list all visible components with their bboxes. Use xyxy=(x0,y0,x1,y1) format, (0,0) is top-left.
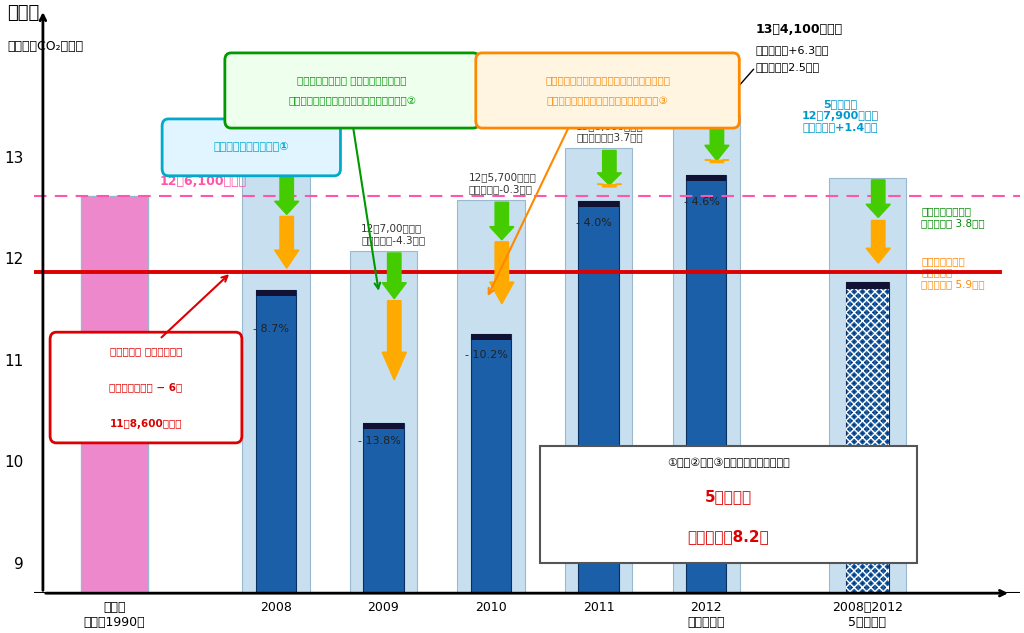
Bar xyxy=(350,596,417,606)
Bar xyxy=(243,175,309,633)
FancyArrow shape xyxy=(274,216,299,268)
Text: （基準年比+6.3％）: （基準年比+6.3％） xyxy=(756,45,828,55)
Bar xyxy=(565,596,632,606)
Text: ①から②及び③を差し引いた排出量の: ①から②及び③を差し引いた排出量の xyxy=(668,458,790,468)
Bar xyxy=(458,200,524,633)
Text: 基準年比－8.2％: 基準年比－8.2％ xyxy=(688,529,769,544)
Bar xyxy=(565,148,632,633)
Bar xyxy=(364,423,403,429)
FancyArrow shape xyxy=(382,253,407,299)
Bar xyxy=(364,423,403,633)
FancyBboxPatch shape xyxy=(50,332,242,443)
Text: 森林吸収量の目標 が達成された場合に: 森林吸収量の目標 が達成された場合に xyxy=(297,75,407,85)
Text: 森林吸収源の目標
（基準年比 3.8％）: 森林吸収源の目標 （基準年比 3.8％） xyxy=(922,206,985,229)
FancyArrow shape xyxy=(597,184,622,187)
Text: 12全5,700万トン
（基準年比-0.3％）: 12全5,700万トン （基準年比-0.3％） xyxy=(469,172,537,194)
Text: 京都議定書 第一約束期間: 京都議定書 第一約束期間 xyxy=(110,346,182,356)
FancyArrow shape xyxy=(705,117,729,161)
Bar xyxy=(579,201,618,633)
Text: （億トンCO₂換算）: （億トンCO₂換算） xyxy=(7,40,83,53)
Bar xyxy=(471,334,511,341)
Text: 12全8,200万トン
（基準年比＋1.6％）: 12全8,200万トン （基準年比＋1.6％） xyxy=(254,147,322,168)
Bar xyxy=(673,596,739,606)
Bar xyxy=(829,178,905,633)
Text: - 4.6%: - 4.6% xyxy=(684,197,720,207)
Bar xyxy=(846,282,889,633)
Text: 11円8,600万トン: 11円8,600万トン xyxy=(110,418,182,429)
Text: 実際の総排出量から差し引ける量・・・③: 実際の総排出量から差し引ける量・・・③ xyxy=(547,97,669,107)
Text: 実際の総排出量・・・①: 実際の総排出量・・・① xyxy=(213,142,289,153)
Text: - 13.8%: - 13.8% xyxy=(357,436,400,446)
Text: 京都メカニズム
クレジット
（基準年比 5.9％）: 京都メカニズム クレジット （基準年比 5.9％） xyxy=(922,256,985,289)
Text: 排出量: 排出量 xyxy=(7,4,39,22)
Text: 5カ年平均: 5カ年平均 xyxy=(705,489,752,505)
FancyBboxPatch shape xyxy=(162,119,340,176)
FancyArrow shape xyxy=(866,220,890,263)
Text: 13全8,000万トン
（基準年比＋3.7％）: 13全8,000万トン （基準年比＋3.7％） xyxy=(577,121,644,142)
Bar xyxy=(471,334,511,633)
Bar xyxy=(256,289,296,296)
Text: 京都メカニズムクレジットを加味することで: 京都メカニズムクレジットを加味することで xyxy=(545,75,670,85)
Text: 12全7,00万トン
（基準年比-4.3％）: 12全7,00万トン （基準年比-4.3％） xyxy=(361,223,425,245)
Bar xyxy=(686,175,726,181)
FancyBboxPatch shape xyxy=(476,53,739,128)
FancyArrow shape xyxy=(705,160,729,163)
Bar xyxy=(673,115,739,633)
Bar xyxy=(686,175,726,633)
Bar xyxy=(846,282,889,633)
Bar xyxy=(256,289,296,633)
Bar xyxy=(350,251,417,633)
Bar xyxy=(243,596,309,606)
Text: ＜前年比＋2.5％＞: ＜前年比＋2.5％＞ xyxy=(756,62,819,72)
FancyArrow shape xyxy=(489,242,514,304)
Bar xyxy=(829,596,905,606)
Bar xyxy=(846,282,889,289)
Text: - 10.2%: - 10.2% xyxy=(465,349,508,360)
FancyArrow shape xyxy=(866,180,890,217)
Text: 12全6,100万トン: 12全6,100万トン xyxy=(160,175,247,188)
Bar xyxy=(81,196,148,633)
Text: 実際の総排出量から差し引ける量・・・・②: 実際の総排出量から差し引ける量・・・・② xyxy=(288,97,416,107)
FancyBboxPatch shape xyxy=(225,53,479,128)
FancyArrow shape xyxy=(489,202,514,240)
FancyBboxPatch shape xyxy=(541,446,916,563)
Text: 目標：基準年比 − 6％: 目標：基準年比 − 6％ xyxy=(110,382,182,392)
Text: 13全4,100万トン: 13全4,100万トン xyxy=(756,23,843,36)
Text: 5カ年平均
12全7,900万トン
（基準年比+1.4％）: 5カ年平均 12全7,900万トン （基準年比+1.4％） xyxy=(802,99,880,132)
FancyArrow shape xyxy=(382,301,407,380)
Bar xyxy=(579,201,618,207)
FancyArrow shape xyxy=(597,151,622,185)
FancyArrow shape xyxy=(274,177,299,215)
Bar xyxy=(458,596,524,606)
Bar xyxy=(81,596,148,606)
Text: 13全4,100万トン
（基準年比+6.3％）
＜前年比＋2.5％＞: 13全4,100万トン （基準年比+6.3％） ＜前年比＋2.5％＞ xyxy=(643,75,716,109)
Text: - 4.0%: - 4.0% xyxy=(577,218,612,227)
Text: - 8.7%: - 8.7% xyxy=(254,324,290,334)
